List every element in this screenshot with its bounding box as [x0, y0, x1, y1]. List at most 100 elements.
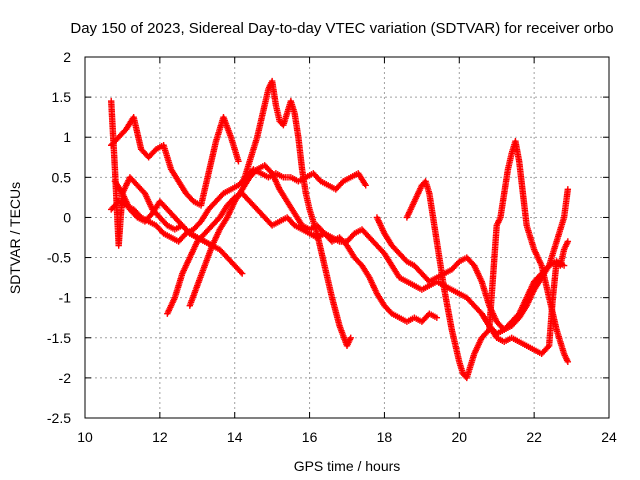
- trail-mark: [401, 255, 408, 263]
- trail-mark: [448, 324, 455, 332]
- y-tick-label: -2.5: [47, 410, 71, 426]
- trail-mark: [207, 241, 214, 248]
- trail-mark: [323, 181, 330, 188]
- trail-mark: [185, 255, 193, 263]
- trail-mark: [378, 247, 386, 255]
- trail-mark: [131, 179, 139, 186]
- trail-mark: [554, 259, 562, 267]
- x-tick-label: 10: [77, 429, 93, 445]
- trail-mark: [178, 272, 185, 279]
- trail-mark: [423, 313, 431, 320]
- x-tick-labels: 10 12 14 16 18 20 22 24: [77, 429, 617, 445]
- trail-mark: [305, 204, 313, 211]
- data-series: [108, 77, 572, 382]
- trail-mark: [485, 300, 492, 308]
- trail-mark: [401, 277, 409, 284]
- trail-mark: [161, 203, 169, 210]
- trail-mark: [266, 219, 273, 226]
- trail-mark: [261, 103, 268, 111]
- trail-mark: [393, 247, 401, 255]
- trail-mark: [522, 296, 530, 303]
- trail-mark: [523, 220, 530, 227]
- trail-mark: [361, 180, 368, 188]
- trail-mark: [166, 233, 173, 240]
- trail-mark: [535, 273, 543, 280]
- trail-mark: [285, 174, 293, 181]
- trail-mark: [251, 203, 258, 210]
- trail-mark: [386, 307, 393, 315]
- trail-mark: [410, 199, 417, 207]
- axis-ticks: [84, 56, 610, 419]
- trail-mark: [454, 289, 461, 296]
- series-track-3: [239, 77, 354, 349]
- trail-mark: [496, 215, 503, 223]
- trail-mark: [356, 259, 363, 267]
- trail-mark: [187, 195, 195, 202]
- trail-mark: [180, 232, 187, 240]
- trail-mark: [560, 348, 567, 356]
- trail-mark: [320, 260, 328, 268]
- plot-frame: [84, 56, 610, 419]
- trail-mark: [251, 168, 258, 176]
- y-tick-labels: -2.5 -2 -1.5 -1 -0.5 0 0.5 1 1.5 2: [47, 49, 71, 426]
- trail-mark: [394, 313, 401, 320]
- trail-mark: [169, 211, 176, 218]
- trail-mark: [206, 224, 213, 232]
- trail-mark: [266, 167, 273, 174]
- trail-mark: [363, 231, 371, 239]
- x-tick-label: 18: [377, 429, 393, 445]
- x-axis-label: GPS time / hours: [294, 458, 401, 474]
- trail-mark: [328, 292, 335, 300]
- trail-mark: [225, 187, 233, 194]
- trail-mark: [543, 345, 550, 352]
- y-tick-label: -2: [59, 370, 72, 386]
- trail-mark: [529, 345, 536, 353]
- trail-mark: [184, 227, 191, 235]
- trail-mark: [154, 211, 161, 218]
- trail-mark: [563, 357, 571, 364]
- trail-mark: [431, 313, 439, 320]
- trail-mark: [193, 284, 200, 291]
- trail-mark: [425, 188, 433, 195]
- trail-mark: [157, 227, 165, 235]
- series-track-1: [108, 166, 369, 245]
- trail-mark: [514, 337, 521, 344]
- y-axis-label: SDTVAR / TECUs: [7, 182, 23, 294]
- trail-mark: [217, 192, 225, 200]
- x-tick-label: 20: [451, 429, 467, 445]
- trail-mark: [470, 352, 477, 359]
- trail-mark: [337, 180, 344, 188]
- trail-mark: [468, 259, 475, 267]
- trail-mark: [236, 267, 243, 275]
- trail-mark: [290, 108, 298, 115]
- series-track-8: [373, 186, 572, 333]
- x-tick-label: 24: [601, 429, 617, 445]
- trail-mark: [318, 227, 326, 235]
- trail-mark: [563, 239, 571, 247]
- trail-mark: [315, 175, 322, 182]
- y-tick-label: 0.5: [52, 169, 72, 185]
- trail-mark: [221, 251, 228, 259]
- y-tick-label: -1.5: [47, 330, 71, 346]
- trail-mark: [341, 239, 348, 247]
- y-tick-label: 1: [63, 129, 71, 145]
- trail-mark: [150, 148, 157, 156]
- trail-mark: [167, 164, 174, 171]
- trail-mark: [212, 139, 219, 147]
- trail-mark: [131, 211, 139, 218]
- trail-mark: [278, 173, 285, 180]
- x-tick-label: 12: [152, 429, 168, 445]
- trail-mark: [119, 191, 126, 199]
- trail-mark: [416, 267, 423, 275]
- y-tick-label: 2: [63, 49, 71, 65]
- trail-mark: [544, 343, 552, 351]
- x-tick-label: 14: [227, 429, 243, 445]
- trail-mark: [326, 235, 333, 243]
- trail-mark: [553, 324, 560, 332]
- chart-title: Day 150 of 2023, Sidereal Day-to-day VTE…: [70, 20, 613, 37]
- y-tick-label: 1.5: [52, 89, 72, 105]
- trail-mark: [192, 233, 199, 240]
- series-track-7: [403, 138, 572, 382]
- trail-mark: [431, 275, 439, 282]
- trail-mark: [483, 329, 490, 336]
